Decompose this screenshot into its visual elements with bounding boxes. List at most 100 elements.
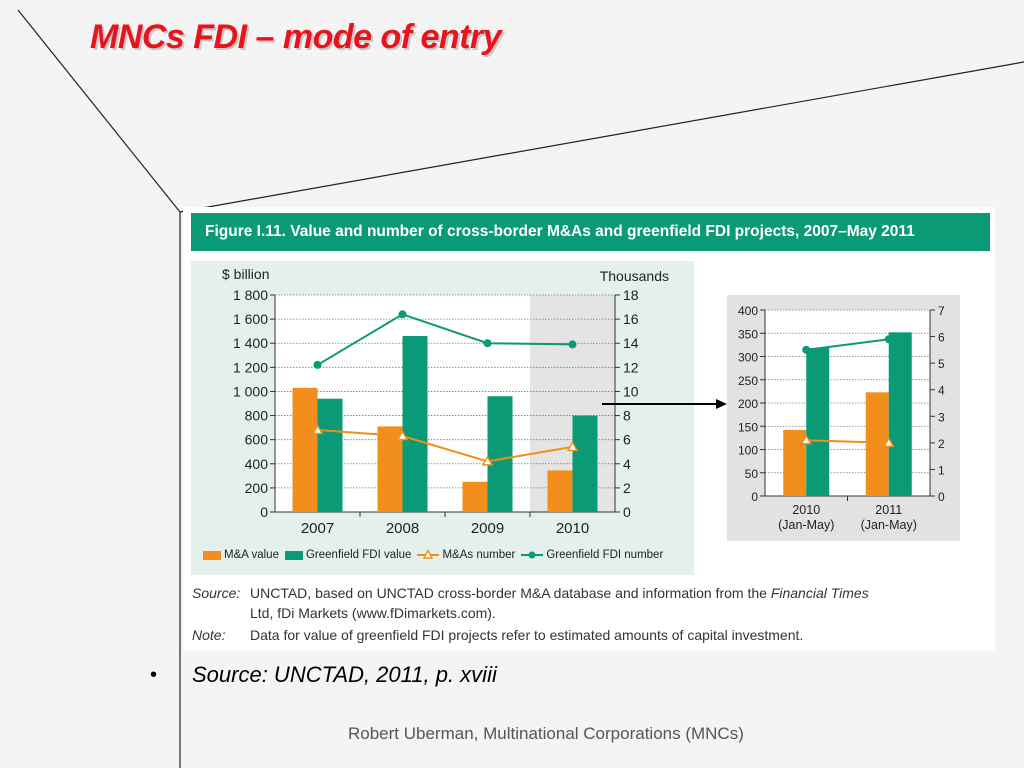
inset-chart-right-tick-label: 1 <box>938 463 945 477</box>
main-chart-left-tick-label: 600 <box>245 432 269 448</box>
main-chart-left-tick-label: 400 <box>245 456 269 472</box>
source-note-text-italic: Financial Times <box>770 585 869 601</box>
source-note: Source: UNCTAD, based on UNCTAD cross-bo… <box>192 583 982 623</box>
main-chart-point-greenfield-fdi-number <box>313 360 322 369</box>
frame-line-top <box>179 61 1024 213</box>
main-chart-bar-greenfield-fdi-value <box>572 415 598 512</box>
legend-swatch-ma-number <box>417 549 440 559</box>
inset-chart-left-tick-label: 50 <box>745 467 759 481</box>
main-chart-bar-greenfield-fdi-value <box>487 396 513 512</box>
main-chart-category-label: 2008 <box>386 520 419 537</box>
inset-chart-left-tick-label: 250 <box>738 374 758 388</box>
figure-banner: Figure I.11. Value and number of cross-b… <box>191 213 990 251</box>
main-chart-left-tick-label: 1 200 <box>233 359 268 375</box>
main-chart-left-tick-label: 1 600 <box>233 311 268 327</box>
source-note-text: UNCTAD, based on UNCTAD cross-border M&A… <box>250 583 982 623</box>
slide-title: MNCs FDI – mode of entry <box>90 18 502 56</box>
inset-chart-right-tick-label: 5 <box>938 357 945 371</box>
inset-chart-left-tick-label: 0 <box>751 490 758 504</box>
main-chart-right-tick-label: 6 <box>623 432 631 448</box>
inset-chart-point-greenfield-fdi-number <box>884 335 893 344</box>
note-label: Note: <box>192 627 226 643</box>
source-note-text-part1: UNCTAD, based on UNCTAD cross-border M&A… <box>250 585 771 601</box>
inset-chart-category-label: 2010 <box>792 503 820 517</box>
inset-chart-left-tick-label: 350 <box>738 327 758 341</box>
inset-chart-right-tick-label: 4 <box>938 384 945 398</box>
inset-chart-bar-m-a-value <box>865 392 889 496</box>
main-chart-right-tick-label: 2 <box>623 480 631 496</box>
note-text: Data for value of greenfield FDI project… <box>250 627 804 643</box>
source-note-text-part2: Ltd, fDi Markets (www.fDimarkets.com). <box>250 605 496 621</box>
inset-chart-point-m-as-number <box>800 434 812 445</box>
slide-source-citation: Source: UNCTAD, 2011, p. xviii <box>192 662 497 687</box>
main-chart-right-tick-label: 14 <box>623 335 639 351</box>
main-chart-left-tick-label: 1 800 <box>233 287 268 303</box>
legend-item-ma-number: M&As number <box>417 549 515 561</box>
main-chart-point-greenfield-fdi-number <box>568 340 577 349</box>
legend-swatch-ma-value <box>203 550 221 560</box>
main-chart-right-tick-label: 12 <box>623 359 639 375</box>
inset-chart-left-tick-label: 100 <box>738 444 758 458</box>
main-chart-point-greenfield-fdi-number <box>483 339 492 348</box>
main-chart-bar-greenfield-fdi-value <box>402 335 428 512</box>
main-chart-point-m-as-number <box>311 424 324 435</box>
main-chart-point-m-as-number <box>396 430 409 441</box>
main-chart-bar-m-a-value <box>292 387 318 512</box>
main-chart-right-tick-label: 16 <box>623 311 639 327</box>
main-chart-y-axis-label: $ billion <box>222 266 269 282</box>
inset-chart-right-tick-label: 3 <box>938 410 945 424</box>
bullet-point: • <box>150 664 158 686</box>
main-chart-point-m-as-number <box>481 455 494 466</box>
inset-chart-bar-m-a-value <box>783 429 807 496</box>
main-chart-left-tick-label: 0 <box>260 504 268 520</box>
main-chart-line-greenfield-fdi-number <box>316 313 573 366</box>
inset-chart-left-tick-label: 300 <box>738 351 758 365</box>
legend-swatch-greenfield-number <box>521 551 544 559</box>
inset-chart-line-greenfield-fdi-number <box>806 338 889 351</box>
zoom-arrow-head <box>716 399 727 409</box>
inset-chart-left-tick-label: 150 <box>738 420 758 434</box>
frame-line-diagonal <box>17 9 181 213</box>
inset-chart-right-tick-label: 7 <box>938 304 945 318</box>
main-chart-right-tick-label: 8 <box>623 408 631 424</box>
main-chart-bar-m-a-value <box>462 481 488 512</box>
main-chart-left-tick-label: 1 400 <box>233 335 268 351</box>
legend-item-greenfield-number: Greenfield FDI number <box>521 549 663 561</box>
source-note-label: Source: <box>192 585 241 601</box>
inset-chart-point-m-as-number <box>883 436 895 448</box>
main-chart-bar-m-a-value <box>547 470 573 512</box>
slide-footer: Robert Uberman, Multinational Corporatio… <box>348 724 744 743</box>
inset-chart-category-label: (Jan-May) <box>778 518 834 532</box>
note-row: Note: Data for value of greenfield FDI p… <box>192 625 982 645</box>
legend-label-ma-value: M&A value <box>224 549 279 561</box>
inset-chart-left-tick-label: 400 <box>738 304 758 318</box>
main-chart-right-tick-label: 4 <box>623 456 631 472</box>
chart-legend: M&A value Greenfield FDI value M&As numb… <box>203 549 669 561</box>
legend-item-ma-value: M&A value <box>203 549 279 561</box>
main-chart-left-tick-label: 1 000 <box>233 383 268 399</box>
inset-chart-left-tick-label: 200 <box>738 397 758 411</box>
inset-chart-point-greenfield-fdi-number <box>802 345 811 354</box>
inset-chart-bar-greenfield-fdi-value <box>888 332 912 496</box>
main-chart-point-m-as-number <box>566 440 579 452</box>
main-chart-bar-greenfield-fdi-value <box>317 398 343 512</box>
legend-item-greenfield-value: Greenfield FDI value <box>284 549 412 561</box>
main-chart-category-label: 2009 <box>471 520 504 537</box>
main-chart-right-tick-label: 0 <box>623 504 631 520</box>
figure-notes: Source: UNCTAD, based on UNCTAD cross-bo… <box>192 583 982 645</box>
main-chart-left-tick-label: 200 <box>245 480 269 496</box>
main-chart-y2-axis-label: Thousands <box>600 268 669 284</box>
inset-chart-category-label: (Jan-May) <box>861 518 917 532</box>
inset-chart-right-tick-label: 6 <box>938 331 945 345</box>
legend-label-ma-number: M&As number <box>442 549 516 561</box>
inset-chart-right-tick-label: 2 <box>938 437 945 451</box>
main-chart-bar-m-a-value <box>377 426 403 512</box>
main-chart-category-label: 2010 <box>556 520 589 537</box>
inset-chart-right-tick-label: 0 <box>938 490 945 504</box>
legend-label-greenfield-value: Greenfield FDI value <box>305 549 412 561</box>
main-chart-line-m-as-number <box>317 429 573 463</box>
main-chart-right-tick-label: 10 <box>623 383 639 399</box>
main-chart-point-greenfield-fdi-number <box>398 310 407 319</box>
